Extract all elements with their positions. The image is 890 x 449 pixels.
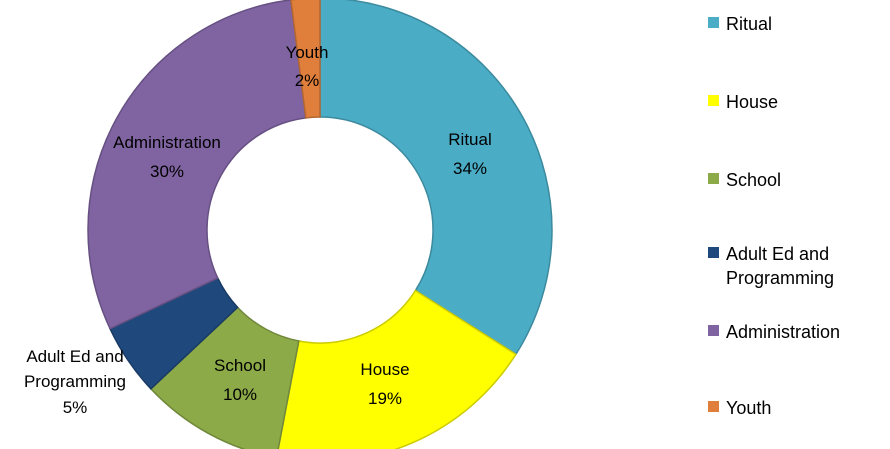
donut-chart: Ritual 34% House 19% School 10% Adult Ed and Pr… (24, 0, 553, 449)
data-label-house: House 19% (360, 360, 409, 408)
data-label-adult-ed-and-programming: Adult Ed and Programming 5% (24, 347, 126, 417)
data-label-administration: Administration 30% (113, 133, 221, 181)
legend-item-youth: Youth (708, 396, 771, 420)
legend-item-school: School (708, 168, 781, 192)
data-label-school: School 10% (214, 356, 266, 404)
legend-label: School (726, 170, 782, 190)
legend-label: Administration (726, 322, 841, 342)
donut-labels: Ritual 34% House 19% School 10% Adult Ed and Pr… (24, 43, 492, 417)
legend-swatch (708, 95, 719, 106)
legend-item-house: House (708, 90, 778, 114)
legend-swatch (708, 325, 719, 336)
legend-item-adult-ed-and-programming: Adult Ed and Programming (708, 242, 834, 290)
donut-slices (87, 0, 553, 449)
slice-youth (290, 0, 321, 119)
legend-item-administration: Administration (708, 320, 840, 344)
slice-house (277, 289, 517, 449)
legend-label: Ritual (726, 14, 773, 34)
slice-administration (87, 0, 307, 330)
legend-label: Youth (726, 398, 772, 418)
legend-swatch (708, 17, 719, 28)
legend-swatch (708, 173, 719, 184)
legend-label: Adult Ed and Programming (726, 244, 835, 288)
legend-swatch (708, 401, 719, 412)
chart-legend: Ritual House School Adult Ed and Programmin… (708, 0, 890, 449)
data-label-youth: Youth 2% (286, 43, 329, 90)
legend-label: House (726, 92, 779, 112)
legend-item-ritual: Ritual (708, 12, 772, 36)
legend-swatch (708, 247, 719, 258)
data-label-ritual: Ritual 34% (448, 130, 491, 178)
slice-ritual (319, 0, 553, 356)
